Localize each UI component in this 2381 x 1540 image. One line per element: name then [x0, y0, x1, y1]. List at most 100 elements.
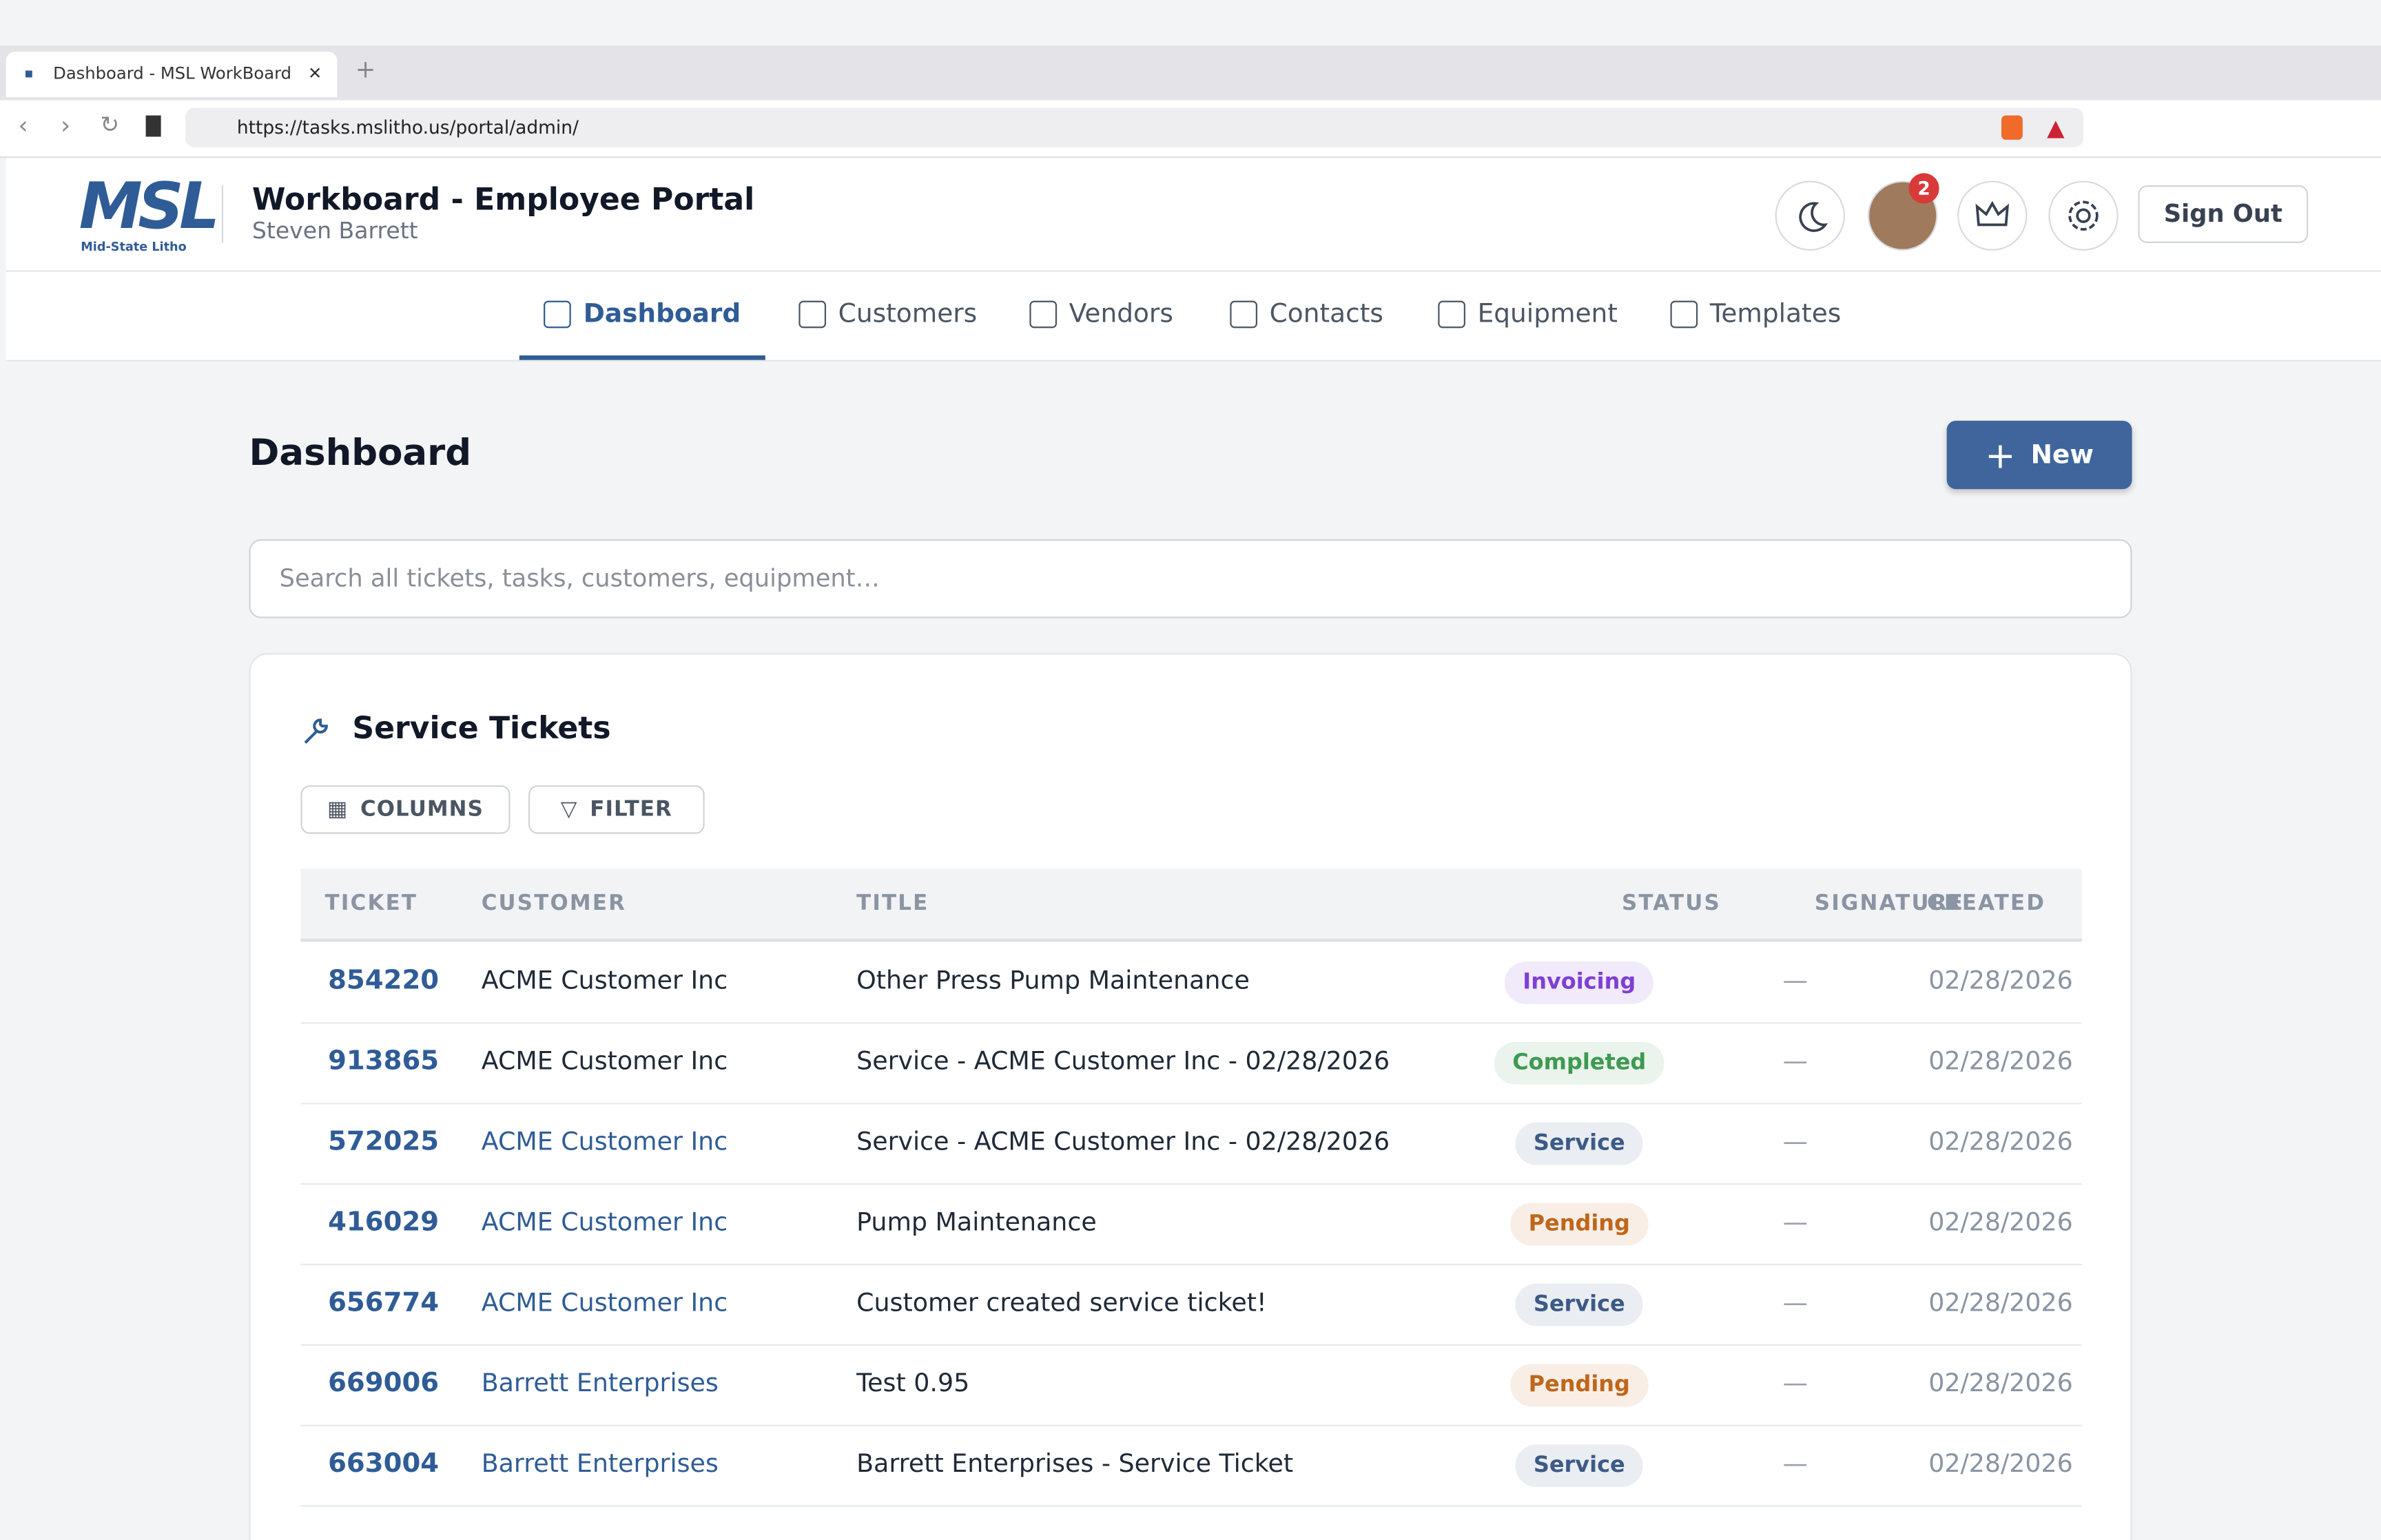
back[interactable]: ‹ [18, 110, 28, 140]
nav-label: Contacts [1269, 299, 1383, 330]
user-name: Steven Barrett [251, 217, 418, 245]
ticket-id[interactable]: 663004 [328, 1448, 440, 1480]
created: 02/28/2026 [1928, 1369, 2073, 1397]
address-bar: ‹ › ↻ https://tasks.mslitho.us/portal/ad… [0, 100, 2381, 158]
filter-button[interactable]: ▽ FILTER [528, 785, 705, 834]
ticket-row[interactable]: 854220 ACME Customer Inc Other Press Pump … [300, 941, 2082, 1024]
status-badge: Pending [1510, 1203, 1649, 1246]
nav-item[interactable]: Templates [1670, 272, 1842, 357]
nav-label: Dashboard [583, 298, 741, 329]
columns-button[interactable]: ▦ COLUMNS [300, 785, 511, 834]
signature: — [1782, 966, 1808, 995]
rewards-icon[interactable]: ▲ [2047, 114, 2065, 142]
bookmark[interactable] [145, 115, 161, 137]
filter-icon: ▽ [560, 797, 578, 822]
ticket-title: Service - ACME Customer Inc - 02/28/2026 [856, 1127, 1390, 1156]
nav-label: Equipment [1477, 299, 1618, 330]
column-header[interactable]: TITLE [856, 891, 929, 916]
status-badge: Invoicing [1504, 961, 1654, 1004]
logo[interactable]: MSL Mid-State Litho [79, 168, 220, 254]
created: 02/28/2026 [1928, 1448, 2073, 1478]
new-tab[interactable]: + [355, 54, 376, 84]
app-title: Workboard - Employee Portal [251, 180, 755, 218]
search-placeholder: Search all tickets, tasks, customers, eq… [279, 563, 880, 593]
ticket-row[interactable]: 669006 Barrett Enterprises Test 0.95 Pendin… [300, 1344, 2082, 1426]
new-button[interactable]: + New [1946, 420, 2132, 490]
ticket-title: Customer created service ticket! [856, 1288, 1267, 1318]
customer[interactable]: ACME Customer Inc [481, 1127, 728, 1156]
status-badge: Completed [1494, 1041, 1664, 1085]
created: 02/28/2026 [1928, 1207, 2073, 1237]
ticket-id[interactable]: 854220 [328, 966, 440, 997]
customer[interactable]: Barrett Enterprises [481, 1448, 719, 1478]
nav-item[interactable]: Equipment [1438, 272, 1618, 357]
customer[interactable]: Barrett Enterprises [481, 1369, 719, 1397]
ticket-id[interactable]: 416029 [328, 1207, 440, 1238]
nav-icon [798, 300, 827, 329]
reload[interactable]: ↻ [100, 110, 120, 138]
url: https://tasks.mslitho.us/portal/admin/ [236, 116, 579, 138]
ticket-id[interactable]: 572025 [328, 1127, 440, 1158]
nav-icon [1438, 300, 1465, 329]
column-header: SIGNATURE [1814, 891, 1965, 916]
column-header[interactable]: CUSTOMER [481, 891, 627, 916]
status-badge: Service [1515, 1444, 1644, 1488]
ticket-id[interactable]: 656774 [328, 1288, 440, 1319]
customer[interactable]: ACME Customer Inc [481, 1207, 728, 1237]
signature: — [1782, 1207, 1808, 1237]
sign-out[interactable]: Sign Out [2138, 185, 2309, 243]
url-field[interactable]: https://tasks.mslitho.us/portal/admin/ [185, 107, 2084, 147]
ticket-title: Barrett Enterprises - Service Ticket [856, 1448, 1294, 1478]
created: 02/28/2026 [1928, 966, 2073, 995]
nav-item[interactable]: Vendors [1029, 272, 1173, 357]
column-header[interactable]: CREATED [1927, 891, 2046, 916]
signature: — [1782, 1288, 1808, 1318]
nav-item[interactable]: Contacts [1230, 272, 1383, 357]
ticket-id[interactable]: 669006 [328, 1369, 440, 1399]
ticket-row[interactable]: 416029 ACME Customer Inc Pump Maintenance P… [300, 1183, 2082, 1266]
customer[interactable]: ACME Customer Inc [481, 1288, 728, 1318]
ticket-row[interactable]: 913865 ACME Customer Inc Service - ACME Cu… [300, 1022, 2082, 1105]
settings[interactable] [2048, 180, 2119, 251]
nav-bar: Dashboard Customers Vendors Contacts Equipme… [6, 271, 2381, 362]
divider [221, 185, 224, 243]
logo-sub: Mid-State Litho [81, 240, 187, 254]
status-badge: Service [1515, 1122, 1644, 1165]
nav-icon [544, 300, 572, 328]
created: 02/28/2026 [1928, 1288, 2073, 1318]
ticket-row[interactable]: 656774 ACME Customer Inc Customer created … [300, 1264, 2082, 1346]
tickets-card: Service Tickets ▦ COLUMNS ▽ FILTER TICKET C… [249, 653, 2132, 1540]
app-header: MSL Mid-State Litho Workboard - Employee… [6, 158, 2381, 272]
nav-item[interactable]: Customers [798, 272, 977, 357]
ticket-title: Other Press Pump Maintenance [856, 966, 1250, 995]
created: 02/28/2026 [1928, 1046, 2073, 1076]
favicon: ▪ [24, 67, 34, 83]
logo-text: MSL [79, 168, 220, 243]
tab[interactable]: ▪ Dashboard - MSL WorkBoard ✕ [6, 51, 338, 98]
ticket-title: Test 0.95 [856, 1369, 970, 1397]
ticket-row[interactable]: 572025 ACME Customer Inc Service - ACME Cu… [300, 1103, 2082, 1185]
forward[interactable]: › [61, 110, 71, 140]
search[interactable]: Search all tickets, tasks, customers, eq… [249, 539, 2132, 618]
brave-icon[interactable] [2001, 115, 2023, 140]
column-header[interactable]: STATUS [1621, 891, 1721, 916]
nav-label: Templates [1709, 299, 1842, 330]
nav-item[interactable]: Dashboard [519, 272, 765, 360]
ticket-title: Pump Maintenance [856, 1207, 1097, 1237]
notification-badge: 2 [1908, 173, 1939, 204]
tab-close[interactable]: ✕ [307, 63, 322, 84]
tab-strip: ▪ Dashboard - MSL WorkBoard ✕ + [0, 45, 2381, 101]
customer: ACME Customer Inc [481, 1046, 728, 1076]
ticket-row[interactable]: 663004 Barrett Enterprises Barrett Enterpr… [300, 1425, 2082, 1507]
plus-icon: + [1985, 433, 2016, 477]
column-header[interactable]: TICKET [324, 891, 418, 916]
ticket-id[interactable]: 913865 [328, 1046, 440, 1077]
ticket-title: Service - ACME Customer Inc - 02/28/2026 [856, 1046, 1390, 1076]
avatar[interactable]: 2 [1868, 173, 1939, 251]
nav-icon [1029, 300, 1058, 329]
theme-toggle[interactable] [1775, 180, 1845, 251]
premium[interactable] [1957, 180, 2028, 251]
card-title: Service Tickets [352, 709, 611, 746]
